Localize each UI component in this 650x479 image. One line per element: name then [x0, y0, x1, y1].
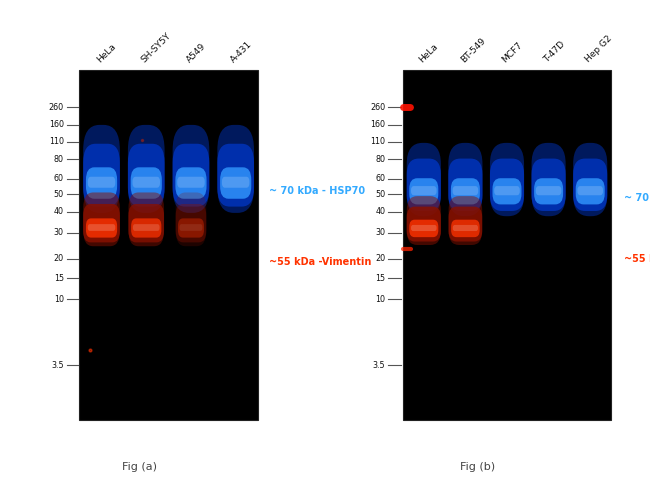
FancyBboxPatch shape [220, 167, 252, 199]
Text: 15: 15 [375, 274, 385, 283]
FancyBboxPatch shape [178, 218, 204, 238]
Text: 40: 40 [375, 207, 385, 217]
FancyBboxPatch shape [448, 143, 482, 216]
FancyBboxPatch shape [83, 144, 120, 206]
FancyBboxPatch shape [410, 220, 438, 237]
FancyBboxPatch shape [534, 178, 563, 205]
FancyBboxPatch shape [176, 167, 207, 199]
FancyBboxPatch shape [83, 193, 120, 246]
FancyBboxPatch shape [83, 204, 120, 242]
Bar [403, 70, 611, 420]
Text: 10: 10 [375, 295, 385, 304]
Text: 60: 60 [375, 174, 385, 183]
Text: Fig (b): Fig (b) [460, 462, 495, 472]
Text: SH-SY5Y: SH-SY5Y [140, 31, 173, 64]
FancyBboxPatch shape [133, 177, 160, 188]
FancyBboxPatch shape [131, 167, 162, 199]
FancyBboxPatch shape [173, 125, 209, 213]
FancyBboxPatch shape [407, 159, 441, 211]
Text: 40: 40 [54, 207, 64, 217]
Text: 3.5: 3.5 [51, 361, 64, 370]
Text: ~ 70 kDa - HSP70: ~ 70 kDa - HSP70 [624, 193, 650, 203]
FancyBboxPatch shape [128, 125, 164, 213]
Text: HeLa: HeLa [95, 41, 118, 64]
FancyBboxPatch shape [128, 144, 164, 206]
FancyBboxPatch shape [532, 143, 566, 216]
FancyBboxPatch shape [452, 186, 478, 195]
Text: 160: 160 [370, 120, 385, 129]
Text: 260: 260 [49, 103, 64, 112]
Text: 260: 260 [370, 103, 385, 112]
FancyBboxPatch shape [451, 178, 480, 205]
Text: 80: 80 [375, 155, 385, 164]
Text: 60: 60 [54, 174, 64, 183]
FancyBboxPatch shape [217, 125, 254, 213]
Text: ~55 kDa -Vimentin: ~55 kDa -Vimentin [269, 257, 372, 267]
FancyBboxPatch shape [494, 186, 520, 195]
FancyBboxPatch shape [88, 224, 115, 231]
Text: 80: 80 [54, 155, 64, 164]
FancyBboxPatch shape [133, 224, 160, 231]
Text: MCF7: MCF7 [500, 40, 525, 64]
FancyBboxPatch shape [448, 206, 482, 241]
FancyBboxPatch shape [576, 178, 604, 205]
FancyBboxPatch shape [448, 196, 482, 245]
FancyBboxPatch shape [577, 186, 603, 195]
Text: 160: 160 [49, 120, 64, 129]
FancyBboxPatch shape [453, 225, 478, 231]
FancyBboxPatch shape [493, 178, 521, 205]
FancyBboxPatch shape [490, 143, 524, 216]
FancyBboxPatch shape [217, 144, 254, 206]
FancyBboxPatch shape [129, 193, 164, 246]
Text: 30: 30 [375, 228, 385, 237]
FancyBboxPatch shape [410, 178, 438, 205]
Text: 30: 30 [54, 228, 64, 237]
FancyBboxPatch shape [532, 159, 566, 211]
Text: 50: 50 [54, 190, 64, 199]
FancyBboxPatch shape [173, 144, 209, 206]
Text: ~ 70 kDa - HSP70: ~ 70 kDa - HSP70 [269, 186, 365, 196]
FancyBboxPatch shape [411, 225, 437, 231]
Text: 110: 110 [370, 137, 385, 147]
Text: 10: 10 [54, 295, 64, 304]
FancyBboxPatch shape [407, 196, 441, 245]
Text: ~55 kDa -Vimentin: ~55 kDa -Vimentin [624, 254, 650, 264]
Text: 50: 50 [375, 190, 385, 199]
Text: 20: 20 [54, 254, 64, 263]
FancyBboxPatch shape [83, 125, 120, 213]
Text: HeLa: HeLa [417, 41, 440, 64]
FancyBboxPatch shape [88, 177, 115, 188]
FancyBboxPatch shape [176, 204, 206, 242]
Text: Fig (a): Fig (a) [122, 462, 157, 472]
FancyBboxPatch shape [448, 159, 482, 211]
FancyBboxPatch shape [407, 143, 441, 216]
FancyBboxPatch shape [179, 224, 202, 231]
Text: 15: 15 [54, 274, 64, 283]
FancyBboxPatch shape [222, 177, 250, 188]
FancyBboxPatch shape [86, 167, 117, 199]
FancyBboxPatch shape [490, 159, 524, 211]
FancyBboxPatch shape [411, 186, 437, 195]
Text: BT-549: BT-549 [459, 35, 488, 64]
Text: 20: 20 [375, 254, 385, 263]
Text: T-47D: T-47D [542, 39, 567, 64]
FancyBboxPatch shape [407, 206, 441, 241]
Text: A549: A549 [185, 41, 207, 64]
FancyBboxPatch shape [86, 218, 117, 238]
FancyBboxPatch shape [131, 218, 161, 238]
Text: Hep G2: Hep G2 [584, 34, 614, 64]
Text: 3.5: 3.5 [372, 361, 385, 370]
FancyBboxPatch shape [573, 143, 607, 216]
FancyBboxPatch shape [129, 204, 164, 242]
FancyBboxPatch shape [573, 159, 607, 211]
Bar [79, 70, 258, 420]
FancyBboxPatch shape [451, 220, 480, 237]
FancyBboxPatch shape [176, 193, 206, 246]
FancyBboxPatch shape [177, 177, 205, 188]
FancyBboxPatch shape [536, 186, 562, 195]
Text: A-431: A-431 [229, 39, 254, 64]
Text: 110: 110 [49, 137, 64, 147]
